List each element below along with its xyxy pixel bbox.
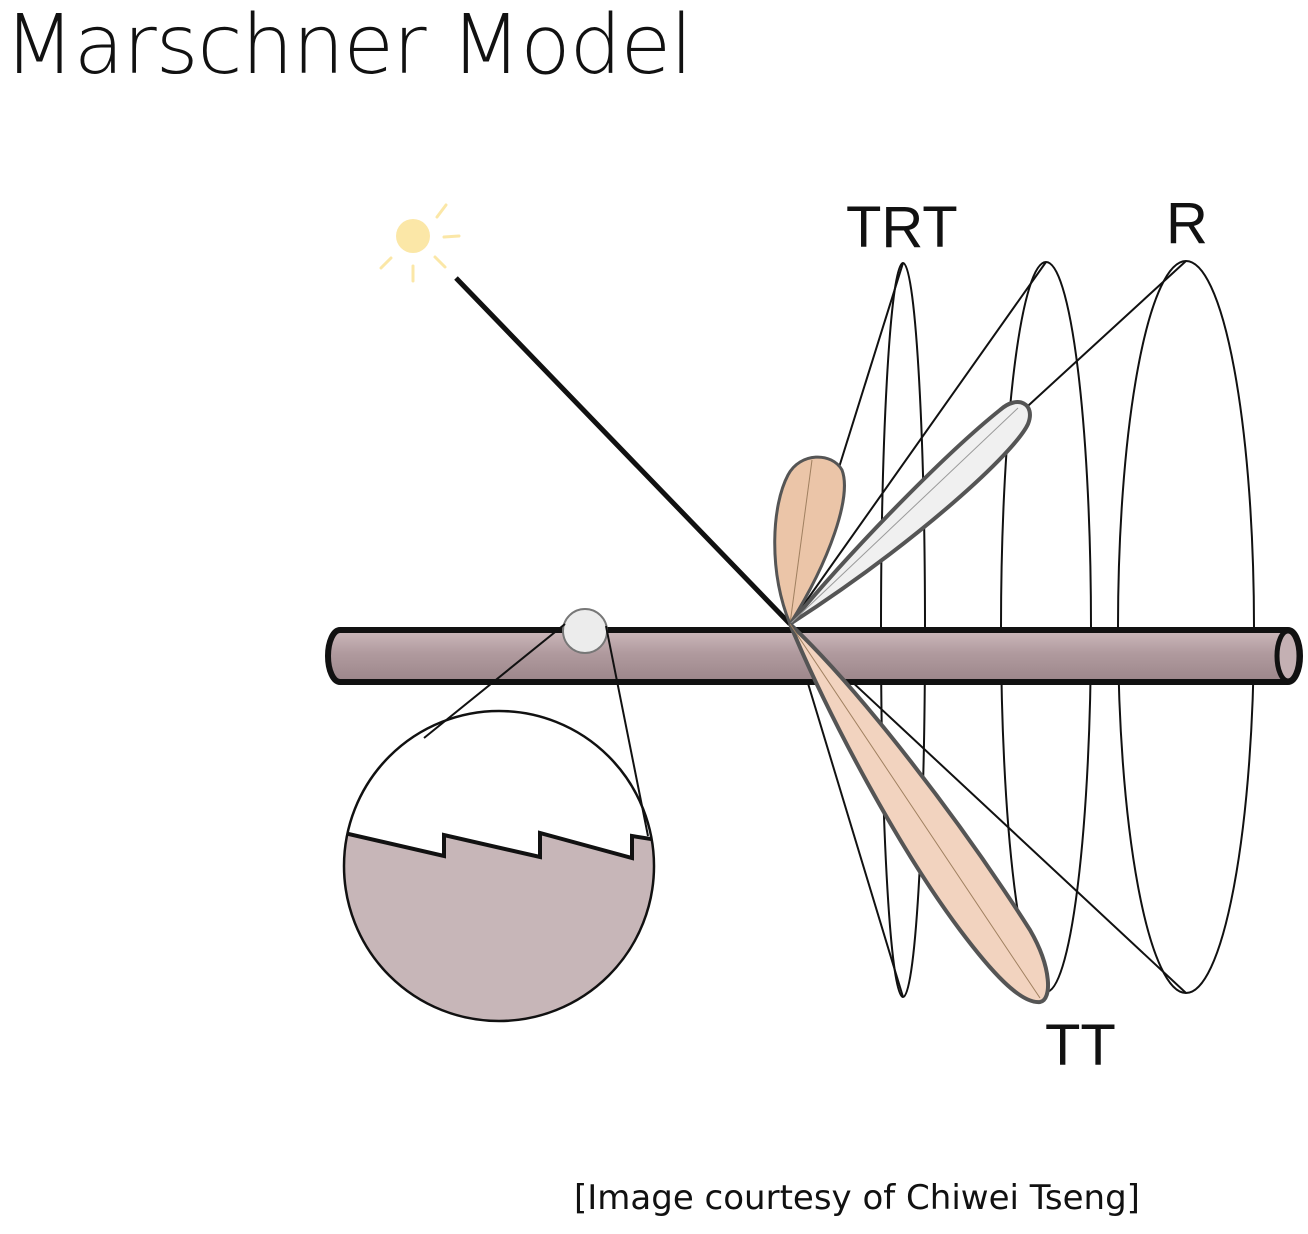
incident-ray [454,276,792,626]
lobe-trt [773,455,846,628]
sun-icon [379,203,461,283]
lobe-r [788,400,1032,626]
slide-title: Marschner Model [4,0,693,93]
image-credit: [Image courtesy of Chiwei Tseng] [574,1178,1140,1218]
label-trt: TRT [846,195,958,260]
lobe-tt [788,622,1050,1005]
magnifier-circle [342,709,656,1023]
magnifier-source [562,608,608,654]
label-tt: TT [1045,1013,1116,1078]
label-r: R [1166,191,1208,256]
